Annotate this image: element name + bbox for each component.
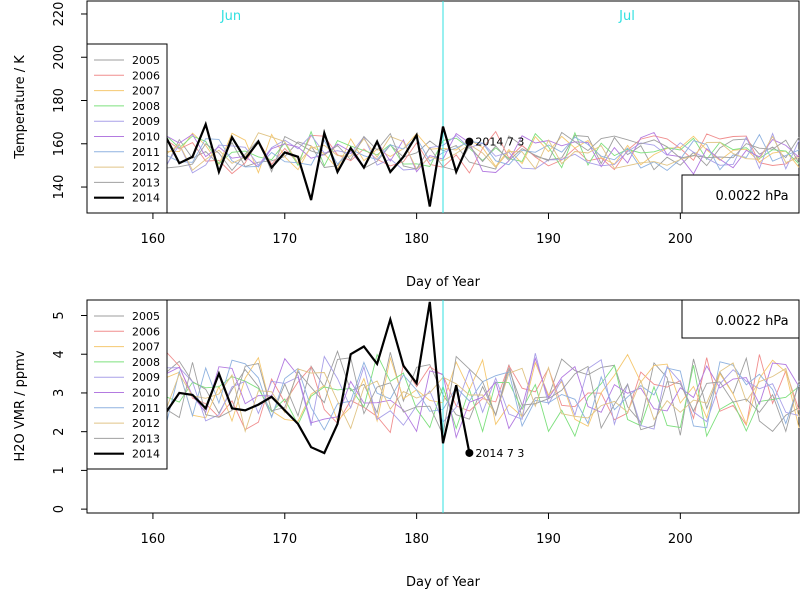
x-tick-label: 180 [404,532,429,547]
y-axis-title: Temperature / K [13,55,28,160]
y-tick-label: 220 [52,2,67,27]
y-axis-title: H2O VMR / ppmv [13,350,28,461]
last-point-marker [465,137,474,146]
legend-label-2007: 2007 [132,85,160,98]
last-point-label: 2014 7 3 [475,136,524,149]
y-tick-label: 1 [52,466,67,474]
y-tick-label: 3 [52,389,67,397]
x-tick-label: 170 [272,532,297,547]
legend-label-2008: 2008 [132,100,160,113]
pressure-label: 0.0022 hPa [715,189,788,204]
pressure-box [681,299,800,339]
y-tick-label: 200 [52,45,67,70]
series-line-2014 [165,120,471,207]
legend-label-2008: 2008 [132,356,160,369]
legend-label-2006: 2006 [132,325,160,338]
y-tick-label: 4 [52,350,67,358]
legend-label-2014: 2014 [132,192,160,205]
h2o-panel: 2014 7 3 0.0022 hPa 20052006200720082009… [13,299,800,590]
x-tick-label: 160 [141,532,166,547]
legend: 2005 2006 2007 2008 2009 2010 2011 2012 2013 2014 [86,299,168,470]
y-tick-label: 0 [52,505,67,513]
legend-label-2006: 2006 [132,69,160,82]
legend-label-2009: 2009 [132,115,160,128]
legend-label-2011: 2011 [132,402,160,415]
legend-label-2013: 2013 [132,432,160,445]
x-tick-label: 180 [404,232,429,247]
legend-label-2009: 2009 [132,371,160,384]
legend-label-2012: 2012 [132,161,160,174]
month-label-jul: Jul [618,9,635,24]
legend-label-2010: 2010 [132,131,160,144]
y-tick-label: 5 [52,311,67,319]
y-tick-label: 160 [52,131,67,156]
y-tick-label: 2 [52,428,67,436]
x-tick-label: 160 [141,232,166,247]
legend-label-2012: 2012 [132,417,160,430]
legend-label-2005: 2005 [132,54,160,67]
x-tick-label: 200 [668,532,693,547]
x-axis: 160 170 180 190 200 [141,513,693,547]
y-tick-label: 140 [52,175,67,200]
last-point-marker [465,448,474,457]
x-axis-title: Day of Year [406,275,481,290]
series-line-2014 [165,301,471,455]
x-tick-label: 200 [668,232,693,247]
legend-box [86,43,168,214]
legend-label-2011: 2011 [132,146,160,159]
legend-label-2005: 2005 [132,310,160,323]
legend-label-2007: 2007 [132,341,160,354]
legend-label-2010: 2010 [132,387,160,400]
y-axis: 0 1 2 3 4 5 [52,311,87,513]
pressure-label: 0.0022 hPa [715,314,788,329]
legend-label-2014: 2014 [132,448,160,461]
month-label-jun: Jun [220,9,241,24]
y-tick-label: 180 [52,88,67,113]
x-tick-label: 190 [536,232,561,247]
x-tick-label: 170 [272,232,297,247]
x-axis-title: Day of Year [406,575,481,590]
x-tick-label: 190 [536,532,561,547]
legend-label-2013: 2013 [132,176,160,189]
temperature-panel: Jun Jul 2014 7 3 0.0022 hPa 2005 2006 2007… [13,0,800,290]
pressure-box [681,174,800,214]
y-axis: 140 160 180 200 220 [52,2,87,200]
x-axis: 160 170 180 190 200 [141,213,693,247]
last-point-label: 2014 7 3 [475,447,524,460]
legend: 2005 2006 2007 2008 2009 2010 2011 2012 2013 2014 [86,43,168,214]
legend-box [86,299,168,470]
